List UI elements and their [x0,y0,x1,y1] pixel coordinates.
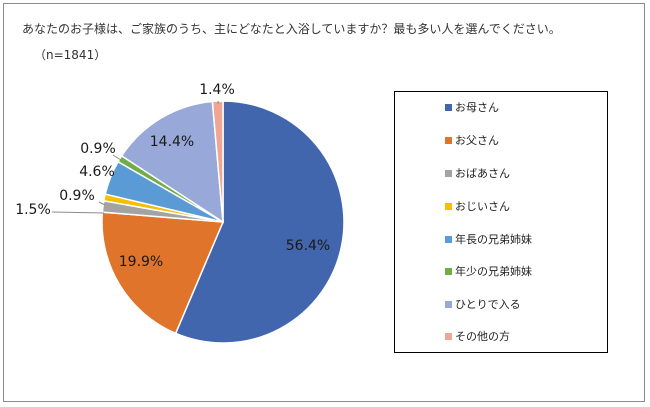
legend-label-2: お父さん [455,134,499,147]
legend-swatch-8 [445,332,452,340]
legend-item-7: ひとりで入る [445,296,521,312]
legend-swatch-4 [445,202,452,210]
legend-label-3: おばあさん [455,167,510,180]
pie-slice-1 [174,100,345,344]
legend-label-8: その他の方 [455,330,510,343]
legend-swatch-5 [445,235,452,243]
legend-label-6: 年少の兄弟姉妹 [455,265,532,278]
legend-swatch-2 [445,136,452,144]
leader-line-4 [98,201,106,206]
legend-label-1: お母さん [455,101,499,114]
legend-swatch-1 [445,103,452,111]
leader-line-3 [51,211,105,214]
legend-item-3: おばあさん [445,165,510,181]
legend-swatch-6 [445,267,452,275]
pie-slice-2 [101,211,225,335]
legend-swatch-7 [445,300,452,308]
legend-label-4: おじいさん [455,200,510,213]
legend-label-7: ひとりで入る [455,298,521,311]
legend-label-5: 年長の兄弟姉妹 [455,233,532,246]
chart-title: あなたのお子様は、ご家族のうち、主にどなたと入浴していますか？最も多い人を選んで… [22,22,561,36]
data-label-5: 4.6% [79,164,115,180]
leader-line-6 [112,154,122,161]
data-label-4: 0.9% [59,188,95,204]
legend-item-8: その他の方 [445,328,510,344]
legend-item-4: おじいさん [445,198,510,214]
data-label-6: 0.9% [80,141,116,157]
legend-item-1: お母さん [445,99,499,115]
data-label-2: 19.9% [119,254,163,270]
data-label-1: 56.4% [286,238,330,254]
legend-item-5: 年長の兄弟姉妹 [445,231,532,247]
legend-item-6: 年少の兄弟姉妹 [445,263,532,279]
data-label-7: 14.4% [150,134,194,150]
chart-legend: お母さんお父さんおばあさんおじいさん年長の兄弟姉妹 年少の兄弟姉妹 ひとりで入る その… [394,91,608,353]
chart-subtitle: （n=1841） [34,48,107,62]
data-label-3: 1.5% [15,202,51,218]
legend-item-2: お父さん [445,132,499,148]
data-label-8: 1.4% [199,82,235,98]
legend-swatch-3 [445,169,452,177]
pie-slice-7 [120,100,224,224]
